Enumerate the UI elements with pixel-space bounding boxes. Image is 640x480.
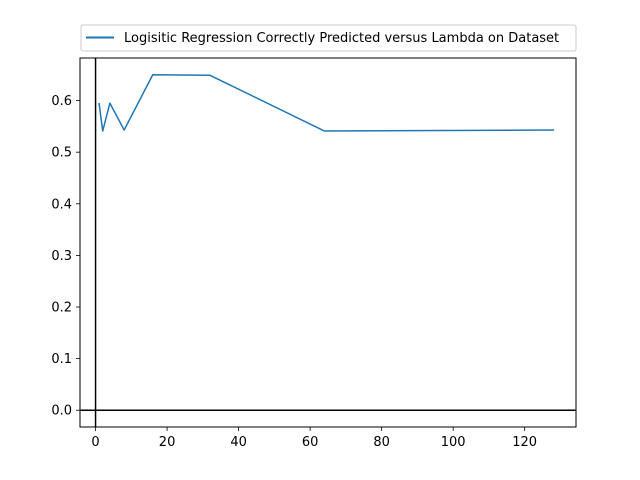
- chart-marks: [80, 58, 576, 427]
- x-tick-label: 60: [302, 435, 319, 450]
- series-line-0: [98, 74, 555, 132]
- y-tick-label: 0.5: [51, 146, 72, 161]
- x-tick-label: 120: [512, 435, 537, 450]
- legend-box: [80, 24, 577, 52]
- x-tick-label: 0: [91, 435, 99, 450]
- x-tick-label: 40: [230, 435, 247, 450]
- plot-frame: [79, 57, 577, 428]
- plot-area-background: [80, 58, 576, 427]
- y-tick-label: 0.3: [51, 249, 72, 264]
- y-tick-label: 0.0: [51, 404, 72, 419]
- x-axis: 0 20 40 60 80 100 120: [91, 427, 537, 450]
- legend-label: Logisitic Regression Correctly Predicted…: [124, 31, 559, 46]
- y-tick-label: 0.6: [51, 94, 72, 109]
- x-tick-label: 20: [159, 435, 176, 450]
- x-tick-label: 80: [373, 435, 390, 450]
- x-tick-label: 100: [441, 435, 466, 450]
- y-tick-label: 0.2: [51, 301, 72, 316]
- legend: Logisitic Regression Correctly Predicted…: [80, 24, 577, 52]
- y-tick-label: 0.1: [51, 352, 72, 367]
- y-tick-label: 0.4: [51, 197, 72, 212]
- y-axis: 0.0 0.1 0.2 0.3 0.4 0.5 0.6: [51, 94, 80, 419]
